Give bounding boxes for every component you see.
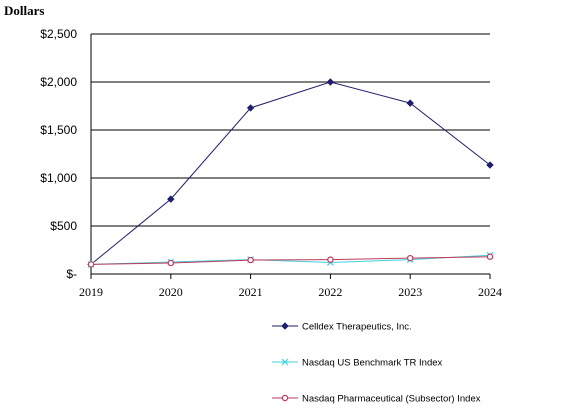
y-axis-title: Dollars: [4, 3, 44, 18]
y-tick-label: $2,000: [40, 75, 77, 89]
data-point: [247, 256, 254, 264]
data-point: [167, 195, 175, 203]
y-tick-label: $1,000: [40, 171, 77, 185]
data-point: [486, 161, 494, 169]
data-point: [486, 253, 494, 260]
legend: Celldex Therapeutics, Inc. Nasdaq US Benc…: [272, 322, 481, 405]
series-line: [90, 254, 491, 265]
y-tick-label: $500: [50, 219, 77, 233]
x-tick-label: 2021: [239, 285, 263, 299]
x-tick-label: 2020: [159, 285, 183, 299]
series-line: [90, 256, 491, 265]
series-3: [87, 253, 494, 268]
legend-item: Nasdaq US Benchmark TR Index: [272, 358, 443, 369]
legend-label: Celldex Therapeutics, Inc.: [302, 322, 412, 333]
x-tick-label: 2019: [79, 285, 103, 299]
data-point: [407, 254, 414, 262]
x-tick-label: 2024: [478, 285, 502, 299]
data-point: [167, 259, 174, 267]
data-point: [87, 261, 95, 268]
axes: [90, 34, 491, 279]
series-line: [90, 81, 491, 265]
legend-label: Nasdaq Pharmaceutical (Subsector) Index: [302, 394, 481, 405]
x-tick-label: 2023: [398, 285, 422, 299]
data-point: [246, 104, 255, 112]
legend-marker: [281, 322, 289, 330]
legend-label: Nasdaq US Benchmark TR Index: [302, 358, 443, 369]
legend-item: Celldex Therapeutics, Inc.: [272, 322, 412, 333]
grid-lines: [91, 33, 490, 227]
series-group: [87, 78, 494, 269]
y-tick-label: $2,500: [40, 27, 77, 41]
x-tick-label: 2022: [318, 285, 342, 299]
legend-marker: [281, 358, 289, 366]
legend-item: Nasdaq Pharmaceutical (Subsector) Index: [272, 394, 481, 405]
legend-marker: [281, 394, 289, 402]
data-point: [326, 78, 335, 86]
x-tick-labels: 2019 2020 2021 2022 2023 2024: [79, 285, 502, 299]
y-tick-label: $1,500: [40, 123, 77, 137]
data-point: [327, 256, 334, 263]
y-tick-label: $-: [66, 267, 77, 281]
y-tick-labels: $- $500 $1,000 $1,500 $2,000 $2,500: [40, 27, 77, 281]
data-point: [406, 99, 414, 107]
series-1: [87, 78, 494, 269]
